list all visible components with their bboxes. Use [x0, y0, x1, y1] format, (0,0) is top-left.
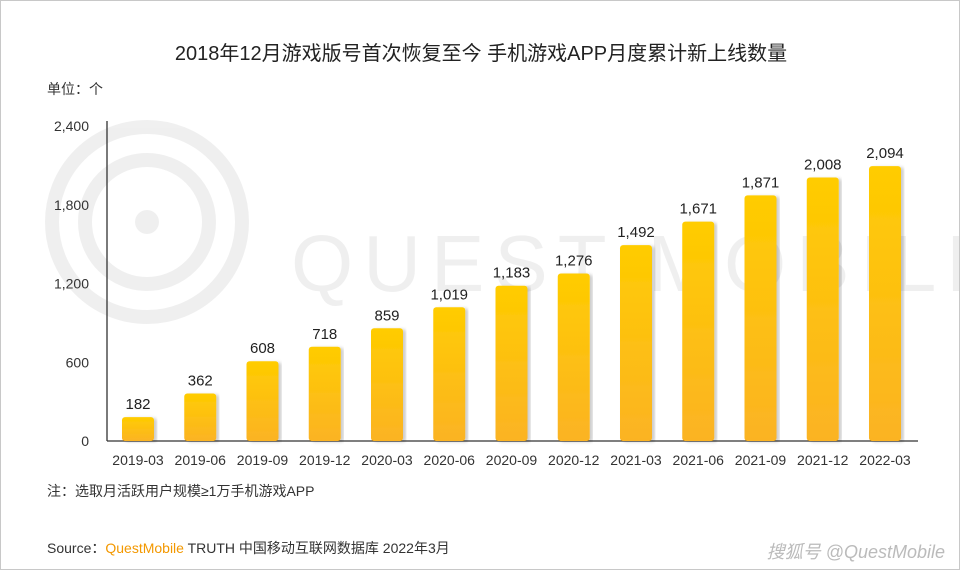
data-label: 1,276: [555, 253, 593, 270]
source-prefix: Source：: [47, 540, 106, 556]
bar: [433, 307, 466, 441]
data-label: 1,671: [679, 201, 717, 218]
bar: [620, 245, 652, 441]
bar: [495, 285, 528, 441]
x-tick-label: 2021-09: [735, 452, 787, 468]
data-label: 1,019: [430, 286, 468, 303]
data-label: 859: [374, 307, 399, 324]
x-tick-label: 2020-06: [424, 452, 476, 468]
x-tick-label: 2019-06: [175, 452, 227, 468]
x-tick-label: 2021-12: [797, 452, 849, 468]
data-label: 2,008: [804, 156, 842, 173]
y-tick-label: 1,200: [54, 276, 89, 292]
x-tick-label: 2020-03: [361, 452, 413, 468]
x-tick-label: 2021-03: [610, 452, 662, 468]
chart-title: 2018年12月游戏版号首次恢复至今 手机游戏APP月度累计新上线数量: [174, 43, 788, 65]
data-label: 2,094: [866, 145, 904, 162]
bar: [806, 177, 839, 441]
data-label: 362: [188, 372, 213, 389]
x-tick-label: 2020-12: [548, 452, 600, 468]
corner-watermark: 搜狐号 @QuestMobile: [766, 542, 945, 562]
x-tick-label: 2022-03: [859, 452, 911, 468]
data-label: 1,183: [493, 265, 531, 282]
data-label: 608: [250, 340, 275, 357]
bar: [557, 273, 590, 441]
data-label: 1,492: [617, 224, 655, 241]
y-tick-label: 1,800: [54, 197, 89, 213]
bar: [371, 328, 403, 441]
source-line: Source：QuestMobile TRUTH 中国移动互联网数据库 2022…: [47, 538, 450, 558]
bar: [682, 221, 715, 441]
x-tick-label: 2019-03: [112, 452, 164, 468]
y-tick-label: 0: [81, 433, 89, 449]
x-tick-label: 2019-12: [299, 452, 351, 468]
x-tick-label: 2020-09: [486, 452, 538, 468]
source-rest: TRUTH 中国移动互联网数据库 2022年3月: [183, 540, 450, 556]
data-label: 718: [312, 326, 337, 343]
unit-label: 单位：个: [47, 81, 103, 97]
x-tick-label: 2019-09: [237, 452, 289, 468]
data-label: 1,871: [742, 174, 780, 191]
bar: [869, 166, 901, 441]
source-brand: QuestMobile: [105, 540, 184, 556]
bar: [122, 417, 154, 441]
bar: [744, 195, 777, 441]
bar: [184, 393, 217, 441]
y-tick-label: 2,400: [54, 118, 89, 134]
x-tick-label: 2021-06: [673, 452, 725, 468]
footnote: 注：选取月活跃用户规模≥1万手机游戏APP: [47, 483, 315, 499]
bar: [246, 361, 279, 441]
data-label: 182: [125, 396, 150, 413]
y-tick-label: 600: [66, 354, 90, 370]
bar: [308, 346, 341, 441]
